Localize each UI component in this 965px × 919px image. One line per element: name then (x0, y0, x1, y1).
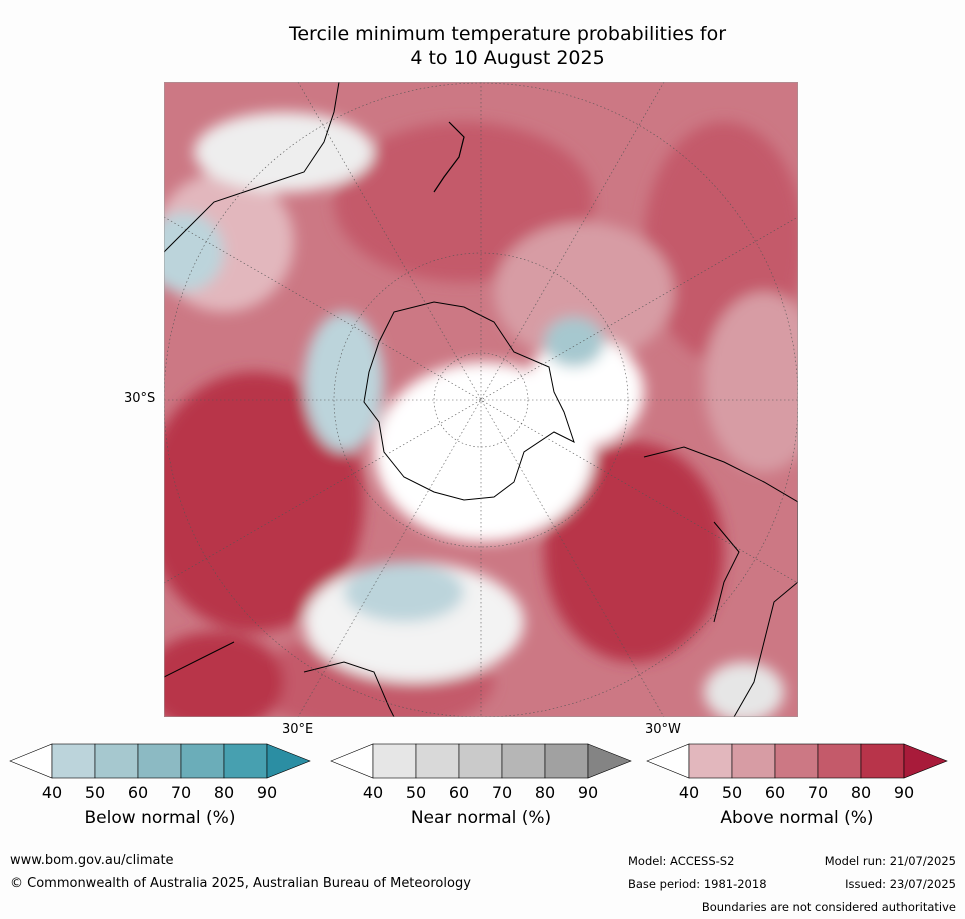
colorbar-above-svg (646, 743, 948, 779)
region-below (544, 317, 604, 367)
colorbar-extend-low (9, 743, 53, 779)
colorbar-tick-label: 40 (41, 783, 63, 802)
colorbar-segment (731, 743, 776, 779)
colorbar-above-label: Above normal (%) (720, 808, 874, 828)
colorbar-tick-label: 60 (127, 783, 149, 802)
region-near (704, 662, 784, 717)
colorbar-tick-label: 50 (84, 783, 106, 802)
colorbar-near-label: Near normal (%) (410, 808, 552, 828)
antarctica-coastline (363, 301, 575, 501)
colorbar-tick-label: 70 (170, 783, 192, 802)
colorbar-extend-low (330, 743, 374, 779)
region-above-strong (164, 372, 364, 632)
colorbar-segment (501, 743, 546, 779)
footer-copyright: © Commonwealth of Australia 2025, Austra… (10, 876, 471, 891)
region-above-weak (704, 292, 798, 472)
colorbar-tick-label: 40 (362, 783, 384, 802)
colorbar-segment (817, 743, 862, 779)
region-below (304, 312, 384, 452)
africa-coastline (164, 641, 395, 717)
region-below (164, 212, 224, 292)
footer-issued: Issued: 23/07/2025 (845, 877, 956, 891)
colorbar-tick-label: 90 (577, 783, 599, 802)
region-above-strong (544, 442, 724, 662)
colorbar-tick-label: 60 (764, 783, 786, 802)
colorbar-extend-high (587, 743, 632, 779)
title-line-1: Tercile minimum temperature probabilitie… (288, 23, 727, 45)
colorbar-tick-label: 50 (721, 783, 743, 802)
colorbar-above (646, 743, 948, 779)
region-white (524, 337, 644, 447)
colorbar-tick-label: 80 (213, 783, 235, 802)
map-title: Tercile minimum temperature probabilitie… (0, 22, 965, 70)
colorbar-tick-label: 40 (678, 783, 700, 802)
map-svg (164, 82, 798, 717)
colorbar-segment (372, 743, 417, 779)
australia-coastline (164, 82, 340, 253)
colorbar-segment (180, 743, 225, 779)
colorbar-tick-label: 50 (405, 783, 427, 802)
colorbar-tick-label: 80 (850, 783, 872, 802)
lon-tick-label-west: 30°W (645, 722, 681, 737)
south-america-coastline (643, 446, 798, 717)
colorbar-tick-label: 80 (534, 783, 556, 802)
colorbar-tick-label: 70 (807, 783, 829, 802)
footer-model: Model: ACCESS-S2 (628, 854, 735, 868)
colorbar-tick-label: 90 (893, 783, 915, 802)
map-frame (164, 82, 798, 717)
new-zealand-coastline (433, 121, 465, 193)
colorbar-below (9, 743, 311, 779)
title-line-2: 4 to 10 August 2025 (410, 47, 605, 69)
colorbar-near (330, 743, 632, 779)
region-above-strong (164, 632, 284, 717)
colorbar-segment (774, 743, 819, 779)
colorbar-segment (688, 743, 733, 779)
colorbar-segment (415, 743, 460, 779)
lat-tick-label: 30°S (124, 391, 156, 406)
colorbar-extend-high (903, 743, 948, 779)
colorbar-near-svg (330, 743, 632, 779)
colorbar-extend-low (646, 743, 690, 779)
region-below (344, 562, 464, 622)
colorbar-segment (137, 743, 182, 779)
colorbar-segment (51, 743, 96, 779)
lon-tick-label-east: 30°E (282, 722, 314, 737)
colorbar-below-svg (9, 743, 311, 779)
colorbar-segment (860, 743, 905, 779)
colorbar-tick-label: 90 (256, 783, 278, 802)
footer-base-period: Base period: 1981-2018 (628, 877, 767, 891)
colorbar-tick-label: 60 (448, 783, 470, 802)
graticule (164, 82, 798, 717)
region-above-weak (494, 222, 674, 362)
probability-field (164, 112, 798, 717)
footer-disclaimer: Boundaries are not considered authoritat… (701, 900, 956, 914)
colorbar-below-label: Below normal (%) (84, 808, 236, 828)
colorbar-tick-label: 70 (491, 783, 513, 802)
probability-map (164, 82, 798, 717)
colorbar-segment (544, 743, 589, 779)
colorbar-segment (223, 743, 268, 779)
colorbar-segment (94, 743, 139, 779)
footer-model-run: Model run: 21/07/2025 (824, 854, 956, 868)
colorbar-extend-high (266, 743, 311, 779)
footer-url: www.bom.gov.au/climate (10, 853, 174, 868)
colorbar-segment (458, 743, 503, 779)
